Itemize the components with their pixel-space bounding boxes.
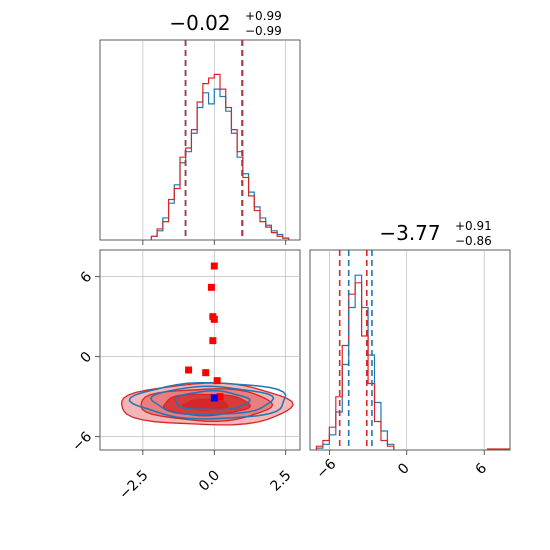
joint-blue-contour-outer <box>128 381 287 420</box>
joint-y-tick-label-0: 6 <box>78 269 96 287</box>
joint-y-ticks: 6 0 −6 <box>69 269 100 455</box>
top-title-value: −0.02 <box>169 11 230 35</box>
joint-red-contour-mid <box>140 388 274 423</box>
joint-markers <box>185 262 224 402</box>
joint-red-contour-outer <box>121 382 294 426</box>
right-title-plus: +0.91 <box>455 219 492 233</box>
joint-x-ticks: −2.5 0.0 2.5 <box>116 450 295 503</box>
top-histogram-panel: −0.02 +0.99 −0.99 <box>99 9 301 245</box>
joint-red-marker-0 <box>210 262 218 270</box>
right-x-tick-label-1: 0 <box>395 460 413 478</box>
joint-red-marker-1 <box>207 283 215 291</box>
top-histogram-grid <box>142 40 287 245</box>
right-hist-blue-step <box>315 274 395 450</box>
joint-frame <box>99 249 301 451</box>
right-x-ticks: −6 0 6 <box>314 450 491 482</box>
joint-y-tick-label-2: −6 <box>69 429 95 455</box>
top-histogram-steps <box>150 73 290 240</box>
joint-x-tick-label-1: 0.0 <box>196 468 223 495</box>
joint-scatter-point <box>286 411 289 413</box>
joint-red-marker-5 <box>185 366 193 374</box>
joint-red-marker-6 <box>202 369 210 377</box>
top-hist-blue-step <box>150 88 290 240</box>
top-histogram-quantiles <box>184 40 244 240</box>
joint-blue-marker-0 <box>210 394 218 402</box>
right-x-tick-label-2: 6 <box>473 460 491 478</box>
right-title-minus: −0.86 <box>455 234 492 248</box>
joint-fill-core <box>181 398 229 411</box>
top-histogram-frame <box>99 39 301 241</box>
joint-red-marker-3 <box>210 315 218 323</box>
joint-y-tick-label-1: 0 <box>78 349 96 367</box>
right-histogram-quantiles <box>338 250 510 450</box>
right-histogram-frame <box>309 249 511 451</box>
joint-scatter-point <box>280 393 283 395</box>
joint-red-marker-7 <box>213 377 221 385</box>
right-histogram-panel: −3.77 +0.91 −0.86 −6 0 6 <box>309 219 511 482</box>
joint-x-tick-label-0: −2.5 <box>116 468 151 503</box>
right-x-tick-label-0: −6 <box>314 456 340 482</box>
joint-contour-panel: −2.5 0.0 2.5 6 0 −6 <box>69 249 301 503</box>
top-title-minus: −0.99 <box>245 24 282 38</box>
right-hist-red-step <box>315 282 395 450</box>
joint-contours <box>121 381 294 426</box>
right-histogram-grid <box>329 250 485 450</box>
joint-red-marker-8 <box>216 393 224 401</box>
joint-red-marker-4 <box>209 337 217 345</box>
right-title-value: −3.77 <box>379 221 440 245</box>
joint-x-tick-label-2: 2.5 <box>267 468 294 495</box>
joint-blue-contour-inner <box>174 389 251 411</box>
right-histogram-steps <box>315 274 395 450</box>
joint-blue-contour-mid <box>149 385 275 416</box>
top-hist-red-step <box>150 73 290 240</box>
top-title-plus: +0.99 <box>245 9 282 23</box>
